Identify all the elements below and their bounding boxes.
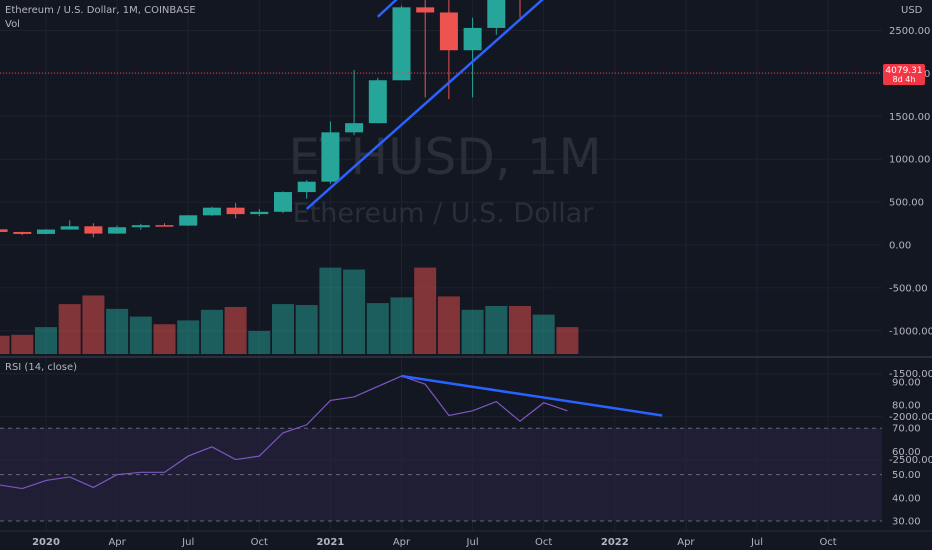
rsi-tick-label: 40.00 <box>892 493 921 504</box>
volume-bar <box>461 309 484 354</box>
price-tick-label: 500.00 <box>889 198 924 209</box>
candle-body <box>84 226 103 234</box>
rsi-line <box>0 375 568 490</box>
time-tick-label: 2021 <box>316 537 344 548</box>
price-tick-label: -1500.00 <box>889 369 932 380</box>
volume-bar <box>248 330 271 354</box>
price-tick-label: -500.00 <box>889 283 928 294</box>
watermark: ETHUSD, 1M Ethereum / U.S. Dollar <box>288 128 601 229</box>
candle-body <box>37 229 55 234</box>
volume-bar <box>532 314 555 354</box>
price-tick-label: 1000.00 <box>889 155 930 166</box>
candle-body <box>416 7 435 13</box>
rsi-tick-label: 90.00 <box>892 377 921 388</box>
price-tick-label: 0.00 <box>889 241 911 252</box>
trendlines[interactable] <box>305 0 663 210</box>
price-tag-bg <box>883 64 925 85</box>
volume-label[interactable]: Vol <box>5 19 20 30</box>
time-tick-label: Jul <box>466 537 479 548</box>
candle-body <box>179 215 198 226</box>
time-tick-label: 2022 <box>601 537 629 548</box>
volume-bar <box>437 296 460 354</box>
candle-body <box>463 27 482 51</box>
candle-body <box>131 225 150 228</box>
candle-body <box>368 80 387 124</box>
time-axis[interactable]: 2020 Apr Jul Oct 2021 Apr Jul Oct 2022 Apr Jul Oct <box>32 537 837 548</box>
rsi-tick-label: 60.00 <box>892 447 921 458</box>
candle-body <box>439 12 458 51</box>
candle-body <box>226 207 245 215</box>
candle-body <box>155 225 174 227</box>
candle-body <box>392 7 411 81</box>
time-tick-label: Apr <box>108 537 126 548</box>
price-tag-value: 4079.31 <box>885 66 922 76</box>
volume-bar <box>295 305 318 354</box>
rsi-tick-label: 70.00 <box>892 424 921 435</box>
candle-body <box>250 211 269 215</box>
volume-bar <box>224 306 247 354</box>
volume-bar <box>485 306 508 354</box>
price-tick-label: 1500.00 <box>889 112 930 123</box>
volume-bar <box>414 267 437 354</box>
currency-label[interactable]: USD <box>901 5 923 16</box>
time-tick-label: Jul <box>181 537 194 548</box>
time-tick-label: Oct <box>819 537 836 548</box>
rsi-tick-label: 50.00 <box>892 470 921 481</box>
volume-bar <box>343 269 366 354</box>
volume-bar <box>35 327 57 354</box>
candles[interactable] <box>0 0 576 238</box>
trendline-channel-lower <box>305 0 544 210</box>
candle-body <box>0 229 8 232</box>
volume-bar <box>11 334 34 354</box>
volume-bar <box>272 304 294 354</box>
candle-body <box>13 231 32 234</box>
symbol-title[interactable]: Ethereum / U.S. Dollar, 1M, COINBASE <box>5 5 196 16</box>
rsi-band <box>0 427 882 522</box>
time-tick-label: Oct <box>251 537 268 548</box>
time-tick-label: Apr <box>393 537 411 548</box>
candle-body <box>345 123 364 133</box>
price-tag: 4079.31 8d 4h <box>883 64 925 85</box>
time-tick-label: 2020 <box>32 537 60 548</box>
watermark-name: Ethereum / U.S. Dollar <box>293 198 595 229</box>
volume-bar <box>153 324 176 354</box>
candle-body <box>60 226 79 230</box>
trendline-rsi-divergence <box>401 374 663 417</box>
volume-bar <box>177 320 200 354</box>
price-tick-label: -2000.00 <box>889 412 932 423</box>
candle-body <box>321 132 340 182</box>
rsi-pane <box>0 374 663 490</box>
volume-bar <box>58 304 81 354</box>
price-tick-label: 2500.00 <box>889 26 930 37</box>
rsi-tick-label: 80.00 <box>892 401 921 412</box>
volume-bar <box>82 295 105 354</box>
volume-bar <box>319 267 342 354</box>
candle-body <box>108 227 127 234</box>
candle-body <box>487 0 506 28</box>
candle-body <box>297 181 316 193</box>
volume-bar <box>129 316 152 354</box>
volume-bar <box>200 309 223 354</box>
price-tag-countdown: 8d 4h <box>893 75 916 84</box>
price-tick-label: -1000.00 <box>889 326 932 337</box>
volume-bars <box>0 267 579 354</box>
volume-bar <box>106 308 129 354</box>
candle-body <box>202 207 221 216</box>
rsi-tick-label: 30.00 <box>892 517 921 528</box>
rsi-label[interactable]: RSI (14, close) <box>5 362 78 373</box>
volume-bar <box>0 335 10 354</box>
candle-body <box>274 192 292 212</box>
volume-bar <box>556 327 579 354</box>
price-tick-label: -2500.00 <box>889 455 932 466</box>
time-tick-label: Jul <box>750 537 763 548</box>
time-tick-label: Oct <box>535 537 552 548</box>
time-tick-label: Apr <box>677 537 695 548</box>
rsi-axis[interactable]: 90.00 80.00 70.00 60.00 50.00 40.00 30.00 <box>892 377 921 527</box>
volume-bar <box>390 297 413 354</box>
volume-bar <box>509 306 531 354</box>
watermark-ticker: ETHUSD, 1M <box>288 128 601 186</box>
volume-bar <box>366 303 389 354</box>
